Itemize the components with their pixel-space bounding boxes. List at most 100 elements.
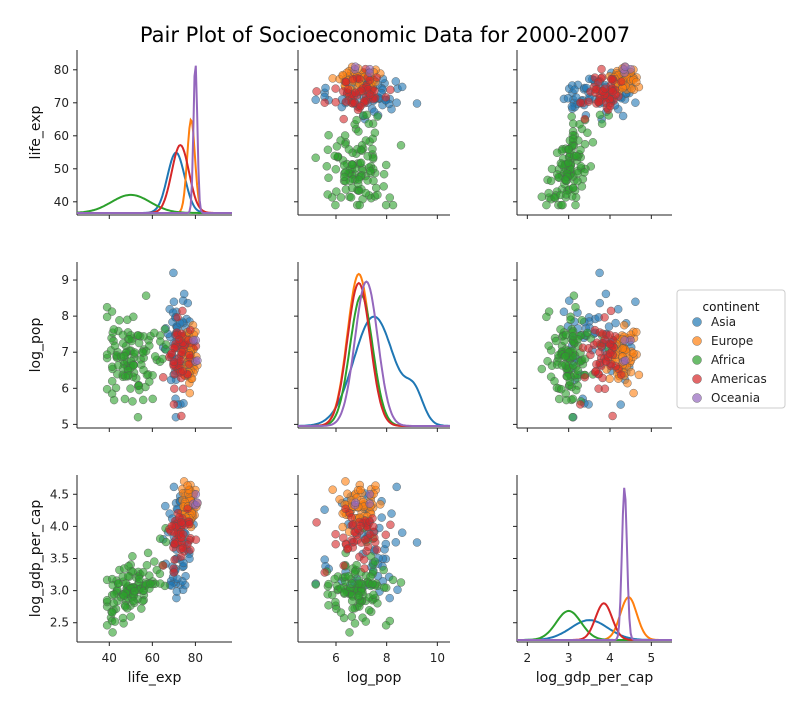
point-africa xyxy=(544,341,553,350)
point-africa xyxy=(379,583,389,592)
point-americas xyxy=(320,568,329,577)
y-tick-label: 3.5 xyxy=(50,552,69,566)
point-africa xyxy=(336,136,345,145)
point-africa xyxy=(160,325,170,334)
x-tick-label: 5 xyxy=(648,651,656,665)
point-americas xyxy=(158,561,168,570)
point-africa xyxy=(143,548,153,558)
point-africa xyxy=(572,385,581,395)
point-africa xyxy=(102,621,112,630)
point-africa xyxy=(324,130,333,140)
point-africa xyxy=(370,128,380,138)
point-africa xyxy=(114,579,123,588)
point-asia xyxy=(393,585,402,594)
point-americas xyxy=(178,384,188,393)
point-asia xyxy=(161,501,170,511)
y-tick-label: 8 xyxy=(61,309,69,323)
point-africa xyxy=(324,173,333,183)
point-americas xyxy=(169,400,179,409)
point-africa xyxy=(396,578,406,587)
point-asia xyxy=(169,268,178,278)
point-africa xyxy=(354,591,363,600)
point-europe xyxy=(634,370,644,380)
point-americas xyxy=(369,522,378,531)
panel-log_gdp_per_cap-vs-log_gdp_per_cap xyxy=(513,475,672,646)
point-africa xyxy=(133,413,143,422)
point-americas xyxy=(331,540,340,549)
point-europe xyxy=(328,485,337,494)
point-americas xyxy=(339,561,348,570)
point-africa xyxy=(352,560,361,570)
panels: 40 60 80 life_exp 6 8 10 log_pop 2 3 4 5 log_gdp_per… xyxy=(28,50,672,686)
point-americas xyxy=(348,75,358,84)
point-africa xyxy=(354,127,363,136)
point-asia xyxy=(185,554,194,563)
point-africa xyxy=(347,160,357,169)
point-africa xyxy=(361,188,370,198)
point-americas xyxy=(178,544,187,553)
point-asia xyxy=(391,538,400,547)
point-africa xyxy=(344,572,353,581)
point-africa xyxy=(369,590,378,599)
point-africa xyxy=(347,596,357,606)
legend-marker-europe xyxy=(692,336,702,346)
point-africa xyxy=(564,145,573,154)
point-africa xyxy=(347,612,356,621)
point-africa xyxy=(123,315,132,324)
point-africa xyxy=(311,153,320,163)
y-axis-label-log_gdp_per_cap: log_gdp_per_cap xyxy=(28,500,44,618)
point-americas xyxy=(617,370,626,379)
point-africa xyxy=(368,144,377,154)
panel-life_exp-vs-life_exp xyxy=(73,50,232,219)
point-africa xyxy=(583,328,592,338)
point-africa xyxy=(330,151,339,161)
point-africa xyxy=(109,395,119,405)
point-africa xyxy=(150,557,159,566)
legend-label-africa: Africa xyxy=(711,353,745,367)
point-africa xyxy=(331,165,340,174)
point-europe xyxy=(629,349,638,358)
point-americas xyxy=(178,530,188,539)
density-africa xyxy=(517,609,672,641)
point-americas xyxy=(372,545,381,554)
point-africa xyxy=(356,145,366,155)
point-oceania xyxy=(351,62,360,71)
point-americas xyxy=(594,77,603,87)
point-africa xyxy=(121,602,130,611)
point-africa xyxy=(542,200,551,210)
point-africa xyxy=(379,182,388,191)
point-asia xyxy=(611,318,620,328)
point-africa xyxy=(573,176,582,186)
point-africa xyxy=(123,572,133,581)
point-americas xyxy=(347,513,356,522)
point-africa xyxy=(141,291,151,300)
point-africa xyxy=(381,621,391,630)
point-africa xyxy=(324,601,333,610)
point-asia xyxy=(381,539,390,549)
x-axis-label-log_pop: log_pop xyxy=(347,670,402,686)
point-africa xyxy=(130,586,139,596)
point-asia xyxy=(604,322,614,331)
x-tick-label: 6 xyxy=(332,651,340,665)
legend-marker-americas xyxy=(692,374,702,384)
point-africa xyxy=(322,162,331,171)
legend-label-europe: Europe xyxy=(711,334,753,348)
point-africa xyxy=(569,361,578,370)
point-europe xyxy=(371,481,380,490)
point-americas xyxy=(158,373,168,382)
point-europe xyxy=(623,379,632,388)
point-africa xyxy=(562,395,571,405)
point-africa xyxy=(373,599,382,608)
point-americas xyxy=(600,384,610,393)
point-africa xyxy=(372,183,381,193)
point-africa xyxy=(366,572,375,581)
x-tick-label: 4 xyxy=(606,651,614,665)
point-americas xyxy=(606,101,615,111)
y-tick-label: 50 xyxy=(54,162,69,176)
point-asia xyxy=(412,99,422,108)
point-africa xyxy=(561,330,571,340)
point-africa xyxy=(138,348,148,357)
point-africa xyxy=(124,562,133,571)
point-africa xyxy=(121,372,130,381)
point-africa xyxy=(332,187,341,196)
